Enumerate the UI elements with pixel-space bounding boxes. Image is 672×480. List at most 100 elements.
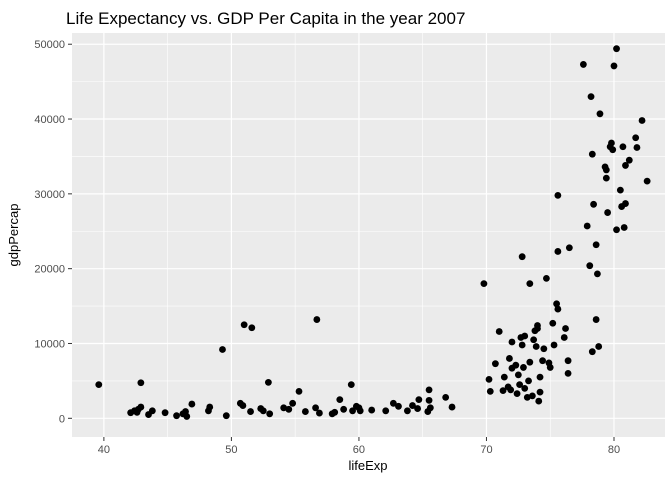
data-point xyxy=(368,406,376,414)
data-point xyxy=(206,403,214,411)
data-point xyxy=(565,244,573,252)
data-point xyxy=(513,390,521,398)
data-point xyxy=(564,370,572,377)
data-point xyxy=(521,384,529,392)
data-point xyxy=(425,386,433,394)
data-point xyxy=(608,139,615,147)
x-tick-label: 80 xyxy=(608,444,620,456)
data-point xyxy=(518,341,526,349)
data-point xyxy=(526,280,534,288)
data-point xyxy=(414,405,421,412)
data-point xyxy=(280,404,288,412)
y-tick-label: 20000 xyxy=(34,264,65,276)
data-point xyxy=(508,338,516,346)
data-point xyxy=(588,348,596,356)
data-point xyxy=(222,412,230,420)
data-point xyxy=(549,319,557,327)
data-point xyxy=(616,186,624,194)
data-point xyxy=(188,400,196,408)
data-point xyxy=(331,408,339,416)
data-point xyxy=(219,346,226,353)
data-point xyxy=(638,117,646,124)
data-point xyxy=(409,402,416,409)
data-point xyxy=(602,166,610,174)
data-point xyxy=(583,222,591,230)
data-point xyxy=(506,355,513,362)
data-point xyxy=(536,388,544,396)
data-point xyxy=(239,402,247,409)
data-point xyxy=(579,61,587,68)
data-point xyxy=(336,396,344,403)
data-point xyxy=(528,392,536,400)
data-point xyxy=(486,387,494,395)
data-point xyxy=(395,402,402,410)
data-point xyxy=(554,191,562,199)
data-point xyxy=(523,393,531,401)
x-axis-title: lifeExp xyxy=(348,458,387,473)
data-point xyxy=(586,262,594,270)
data-point xyxy=(595,343,603,350)
data-point xyxy=(95,381,103,389)
data-point xyxy=(316,409,323,417)
data-point xyxy=(485,375,493,383)
data-point xyxy=(604,209,612,216)
data-point xyxy=(516,381,524,389)
data-point xyxy=(543,274,550,282)
data-point xyxy=(415,396,423,403)
data-point xyxy=(554,248,562,255)
data-point xyxy=(389,399,397,407)
data-point xyxy=(289,399,297,407)
data-point xyxy=(560,334,568,341)
data-point xyxy=(512,361,520,369)
x-tick-label: 70 xyxy=(480,444,492,456)
data-point xyxy=(499,387,507,395)
data-point xyxy=(266,410,274,418)
data-point xyxy=(173,412,180,420)
data-point xyxy=(312,404,319,412)
data-point xyxy=(590,200,597,208)
x-tick-label: 50 xyxy=(225,444,237,456)
data-point xyxy=(518,253,526,261)
data-point xyxy=(426,404,434,412)
data-point xyxy=(247,408,254,415)
data-point xyxy=(382,407,390,415)
data-point xyxy=(588,150,596,158)
data-point xyxy=(259,407,267,415)
data-point xyxy=(587,93,595,100)
major-gridlines xyxy=(72,33,665,437)
data-point xyxy=(448,403,456,411)
data-point xyxy=(148,407,156,415)
y-tick-label: 0 xyxy=(59,413,65,425)
data-point xyxy=(535,397,543,405)
data-point xyxy=(613,45,620,53)
data-point xyxy=(526,358,534,366)
y-tick-label: 40000 xyxy=(34,114,65,126)
data-point xyxy=(540,345,548,353)
data-point xyxy=(491,360,499,368)
data-point xyxy=(480,280,488,288)
data-point xyxy=(520,364,527,371)
data-point xyxy=(347,381,355,389)
data-point xyxy=(592,316,600,323)
y-axis-ticks: 0 10000 20000 30000 40000 50000 xyxy=(34,39,72,425)
data-point xyxy=(546,364,554,371)
data-point xyxy=(619,143,627,151)
data-point xyxy=(613,226,620,234)
data-point xyxy=(240,321,248,329)
data-points xyxy=(95,45,651,420)
data-point xyxy=(403,407,411,415)
data-point xyxy=(602,174,610,182)
data-point xyxy=(495,328,503,335)
x-axis-ticks: 40 50 60 70 80 xyxy=(98,437,620,456)
data-point xyxy=(507,386,515,394)
data-point xyxy=(625,156,633,164)
x-tick-label: 60 xyxy=(353,444,365,456)
data-point xyxy=(137,379,145,387)
data-point xyxy=(550,341,558,349)
data-point xyxy=(340,405,348,413)
data-point xyxy=(643,177,651,185)
data-point xyxy=(161,409,169,417)
y-axis-title: gdpPercap xyxy=(6,204,21,267)
y-tick-label: 30000 xyxy=(34,189,65,201)
